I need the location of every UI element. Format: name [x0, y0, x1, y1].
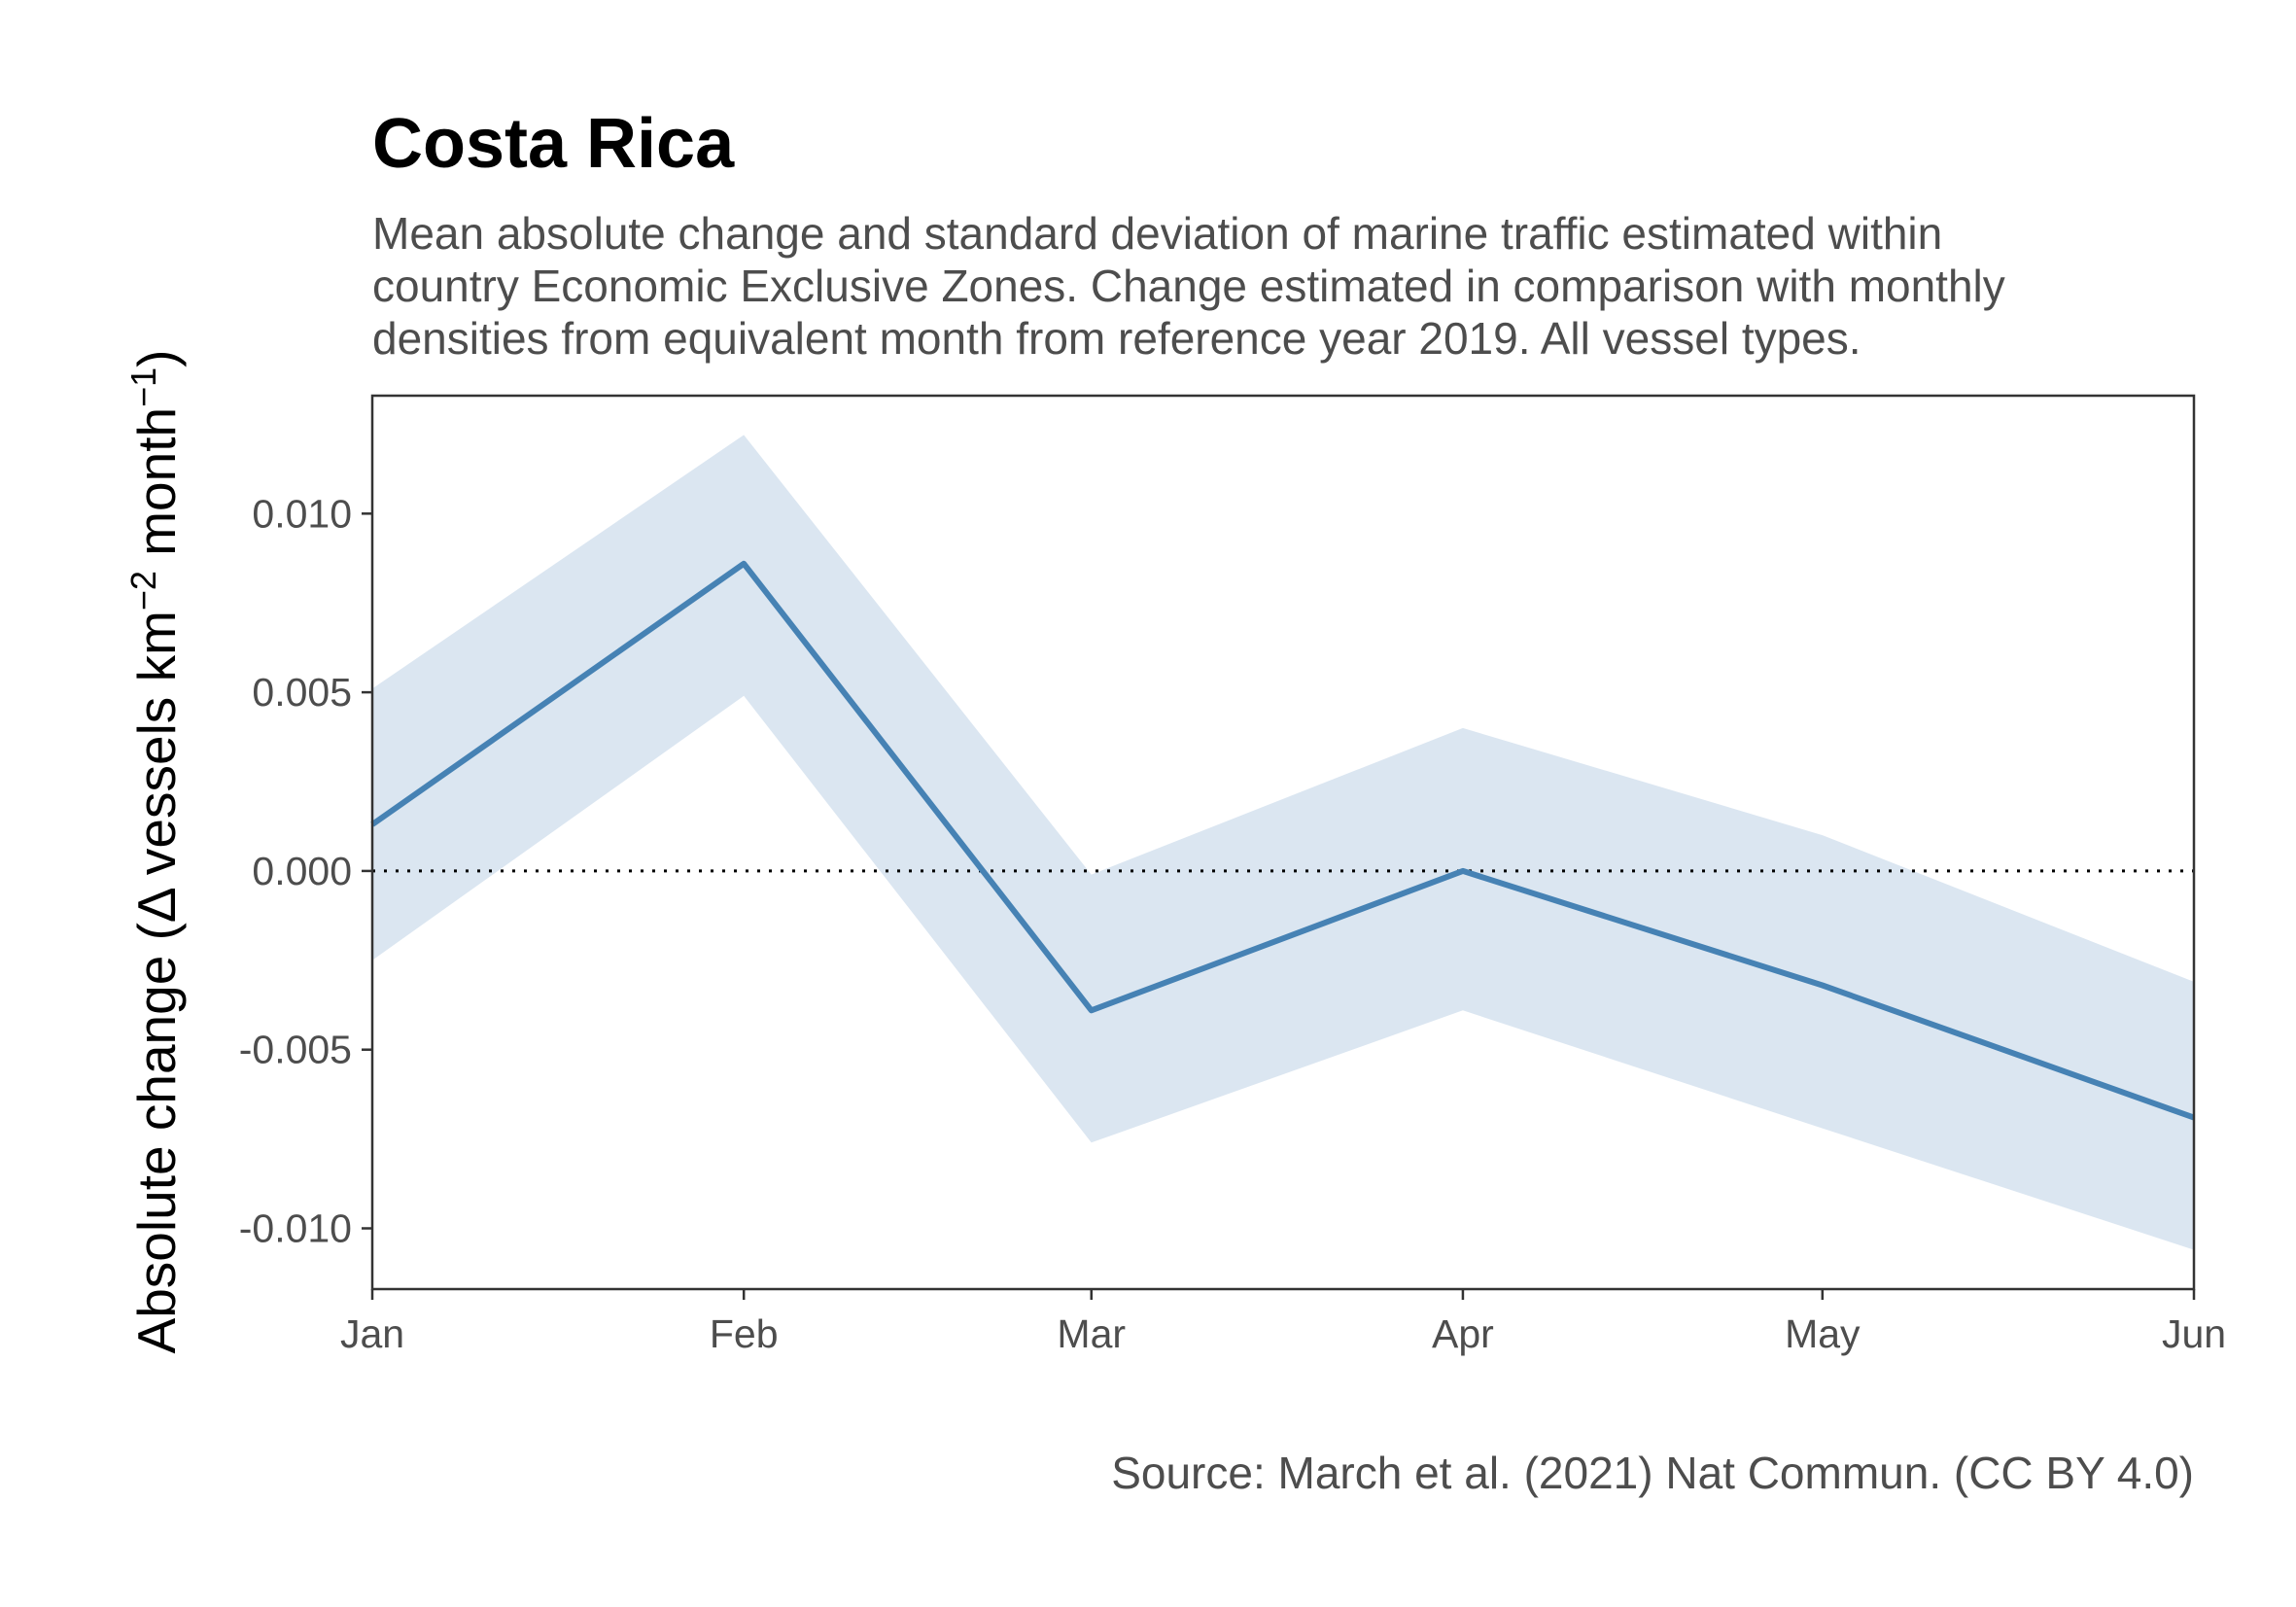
y-tick-label: 0.005 [252, 670, 352, 715]
mean-change-line [370, 560, 2196, 1121]
plot-area [370, 394, 2196, 1291]
chart-subtitle-line-2: country Economic Exclusive Zones. Change… [372, 261, 2005, 311]
x-tick-label: May [1785, 1311, 1861, 1356]
x-axis: Jan Feb Mar Apr May Jun [340, 1289, 2226, 1356]
chart-subtitle-line-1: Mean absolute change and standard deviat… [372, 208, 1942, 259]
y-axis-title: Absolute change (Δ vessels km−2 month−1) [123, 350, 187, 1354]
chart-subtitle-line-3: densities from equivalent month from ref… [372, 313, 1861, 364]
x-tick-label: Jun [2162, 1311, 2226, 1356]
chart-caption: Source: March et al. (2021) Nat Commun. … [1111, 1448, 2194, 1498]
x-tick-label: Feb [710, 1311, 779, 1356]
sd-ribbon [372, 435, 2194, 1250]
y-axis: -0.010 -0.005 0.000 0.005 0.010 [239, 491, 372, 1251]
x-tick-label: Mar [1057, 1311, 1126, 1356]
chart-title: Costa Rica [372, 105, 735, 183]
panel-border [370, 394, 2196, 1291]
x-tick-label: Apr [1432, 1311, 1494, 1356]
y-tick-label: 0.010 [252, 491, 352, 536]
y-tick-label: -0.010 [239, 1206, 352, 1251]
y-tick-label: -0.005 [239, 1028, 352, 1072]
x-tick-label: Jan [340, 1311, 404, 1356]
y-tick-label: 0.000 [252, 849, 352, 893]
